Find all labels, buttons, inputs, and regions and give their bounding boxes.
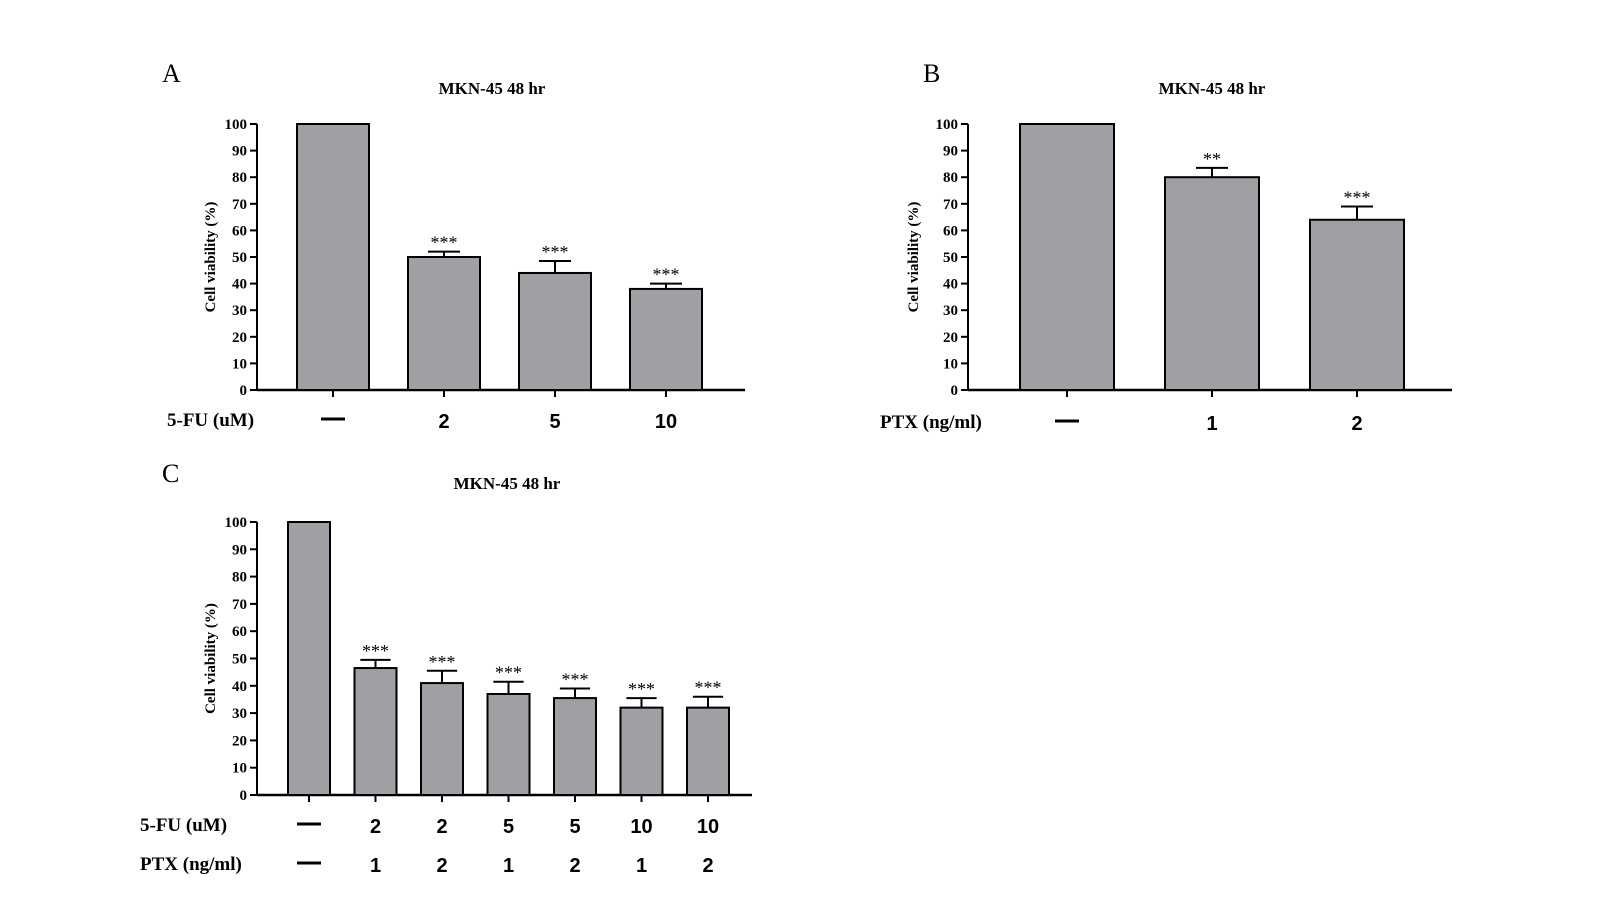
condition-label: PTX (ng/ml) — [140, 854, 242, 875]
y-tick-label: 30 — [943, 303, 958, 319]
bar — [420, 682, 464, 797]
bar — [629, 287, 703, 392]
y-tick-label: 60 — [232, 624, 247, 640]
condition-value: — — [1057, 413, 1077, 435]
condition-value: — — [299, 816, 319, 838]
y-axis-label: Cell viability (%) — [906, 202, 922, 313]
bar — [619, 706, 664, 797]
condition-label: 5-FU (uM) — [167, 410, 254, 431]
y-tick-label: 90 — [232, 144, 247, 160]
y-tick-label: 20 — [943, 330, 958, 346]
panel-letter: A — [162, 59, 181, 88]
condition-value: 10 — [630, 816, 652, 838]
y-tick-label: 30 — [232, 303, 247, 319]
y-tick-label: 50 — [232, 652, 247, 668]
significance-mark: *** — [628, 679, 655, 699]
condition-value: 2 — [436, 816, 447, 838]
significance-mark: ** — [1203, 149, 1221, 169]
y-tick-label: 100 — [936, 117, 959, 133]
bar — [407, 256, 481, 391]
significance-mark: *** — [362, 641, 389, 661]
bar — [353, 667, 398, 796]
y-tick-label: 90 — [943, 144, 958, 160]
y-tick-label: 0 — [240, 383, 248, 399]
condition-label: 5-FU (uM) — [140, 815, 227, 836]
y-tick-label: 60 — [232, 223, 247, 239]
condition-value: 2 — [438, 411, 449, 433]
y-tick-label: 70 — [943, 197, 958, 213]
significance-mark: *** — [695, 678, 722, 698]
bar — [486, 692, 531, 796]
y-axis-label: Cell viability (%) — [203, 202, 219, 313]
bar — [287, 521, 331, 796]
y-tick-label: 90 — [232, 542, 247, 558]
y-tick-label: 70 — [232, 197, 247, 213]
condition-value: — — [323, 411, 343, 433]
condition-value: 1 — [1206, 413, 1217, 435]
condition-value: 1 — [636, 855, 647, 877]
y-tick-label: 100 — [225, 515, 248, 531]
condition-value: 5 — [569, 816, 580, 838]
bar — [296, 123, 370, 391]
significance-mark: *** — [562, 670, 589, 690]
chart-panel-b: B MKN-45 48 hr Cell viability (%) 0 10 20 30 40… — [880, 59, 1452, 435]
y-tick-label: 70 — [232, 597, 247, 613]
condition-value: 1 — [503, 855, 514, 877]
y-tick-label: 40 — [232, 277, 247, 293]
condition-value: 5 — [549, 411, 560, 433]
y-tick-label: 40 — [232, 679, 247, 695]
y-tick-label: 10 — [232, 761, 247, 777]
y-axis-label: Cell viability (%) — [203, 603, 219, 714]
condition-value: 2 — [436, 855, 447, 877]
y-tick-label: 20 — [232, 330, 247, 346]
y-tick-label: 10 — [232, 356, 247, 372]
significance-mark: *** — [495, 663, 522, 683]
chart-panel-a: A MKN-45 48 hr Cell viability (%) 0 10 20 30 40… — [162, 59, 745, 433]
bar — [1164, 176, 1260, 391]
y-tick-label: 0 — [951, 383, 959, 399]
condition-value: 2 — [370, 816, 381, 838]
panel-letter: C — [162, 459, 179, 488]
chart-panel-c: C MKN-45 48 hr Cell viability (%) 0 10 20 30 40… — [140, 459, 752, 877]
y-tick-label: 40 — [943, 277, 958, 293]
chart-title: MKN-45 48 hr — [1159, 79, 1266, 98]
y-tick-label: 50 — [943, 250, 958, 266]
significance-mark: *** — [653, 265, 680, 285]
condition-value: 2 — [702, 855, 713, 877]
bar — [1019, 123, 1115, 391]
chart-title: MKN-45 48 hr — [454, 474, 561, 493]
condition-value: 10 — [655, 411, 677, 433]
y-tick-label: 20 — [232, 733, 247, 749]
y-tick-label: 80 — [943, 170, 958, 186]
bar — [1309, 218, 1405, 391]
y-tick-label: 100 — [225, 117, 248, 133]
y-tick-label: 10 — [943, 356, 958, 372]
y-tick-label: 30 — [232, 706, 247, 722]
y-tick-label: 0 — [240, 788, 248, 804]
y-tick-label: 80 — [232, 170, 247, 186]
condition-value: 5 — [503, 816, 514, 838]
significance-mark: *** — [429, 652, 456, 672]
significance-mark: *** — [542, 242, 569, 262]
significance-mark: *** — [431, 233, 458, 253]
significance-mark: *** — [1344, 187, 1371, 207]
condition-value: 2 — [1351, 413, 1362, 435]
condition-label: PTX (ng/ml) — [880, 412, 982, 433]
y-tick-label: 80 — [232, 570, 247, 586]
y-tick-label: 60 — [943, 223, 958, 239]
condition-value: — — [299, 855, 319, 877]
y-tick-label: 50 — [232, 250, 247, 266]
condition-value: 10 — [697, 816, 719, 838]
bar — [553, 697, 597, 797]
condition-value: 2 — [569, 855, 580, 877]
condition-value: 1 — [370, 855, 381, 877]
chart-title: MKN-45 48 hr — [439, 79, 546, 98]
panel-letter: B — [923, 59, 940, 88]
bar — [518, 271, 592, 391]
bar — [686, 706, 730, 797]
